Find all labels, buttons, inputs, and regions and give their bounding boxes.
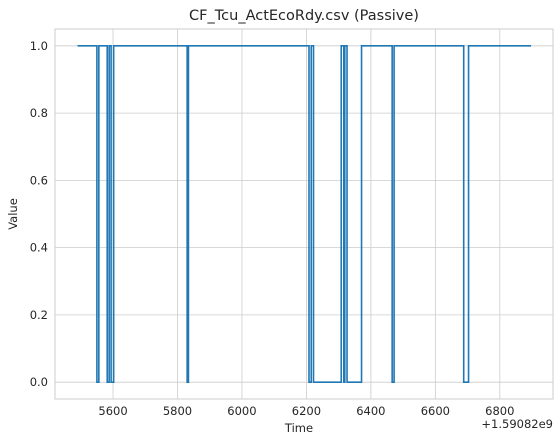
- x-axis-label: Time: [284, 421, 313, 435]
- series-line: [77, 45, 532, 383]
- y-tick-label: 0.2: [30, 308, 48, 322]
- y-axis-label: Value: [6, 198, 20, 230]
- chart-title: CF_Tcu_ActEcoRdy.csv (Passive): [189, 8, 419, 24]
- x-offset-label: +1.59082e9: [481, 417, 553, 431]
- x-tick-label: 5600: [98, 404, 127, 418]
- tick-labels: 5600 5800 6000 6200 6400 6600 6800 0.0 0.2 0.4 0.6…: [30, 39, 515, 418]
- y-tick-label: 0.8: [30, 106, 48, 120]
- x-tick-label: 5800: [163, 404, 192, 418]
- y-tick-label: 1.0: [30, 39, 48, 53]
- x-tick-label: 6400: [356, 404, 385, 418]
- x-tick-label: 6200: [292, 404, 321, 418]
- x-tick-label: 6000: [227, 404, 256, 418]
- x-tick-label: 6800: [485, 404, 514, 418]
- x-tick-label: 6600: [421, 404, 450, 418]
- y-tick-label: 0.0: [30, 375, 48, 389]
- y-tick-label: 0.6: [30, 173, 48, 187]
- plot-frame: [54, 28, 554, 400]
- series-layer: [77, 45, 532, 383]
- y-tick-label: 0.4: [30, 241, 48, 255]
